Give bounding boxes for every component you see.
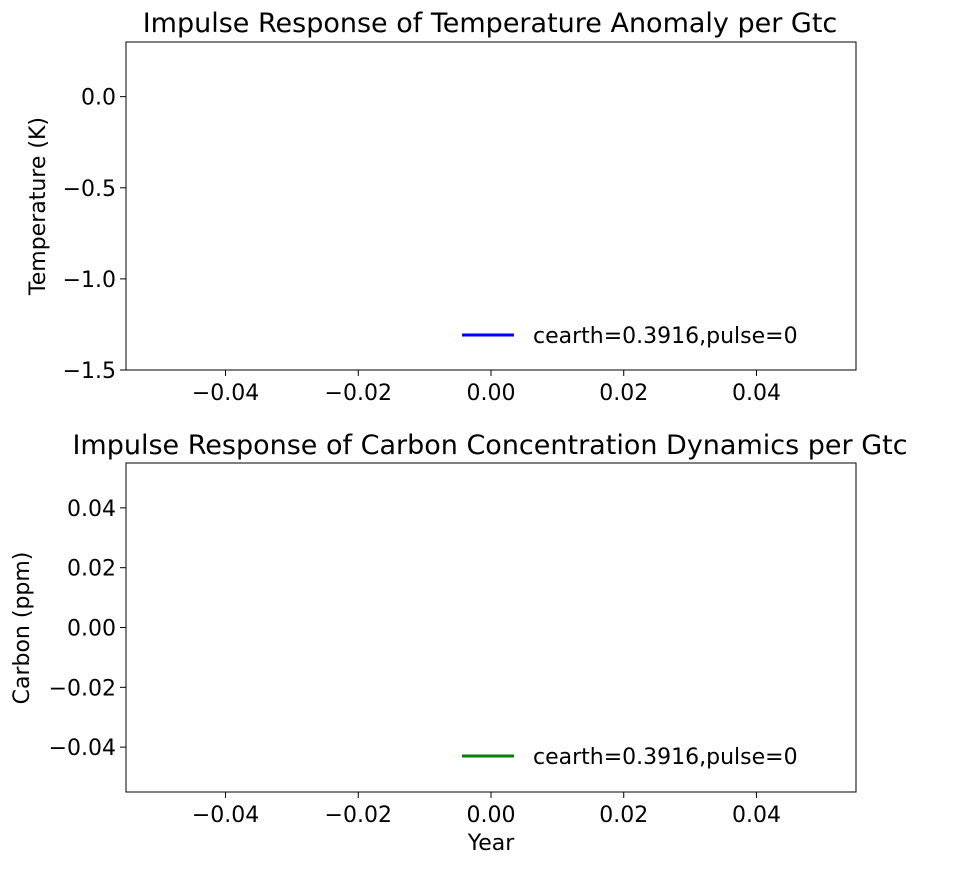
plot-area: [125, 41, 857, 371]
x-tick-label: 0.00: [467, 803, 516, 828]
x-axis-ticks: −0.04 −0.02 0.00 0.02 0.04: [192, 370, 781, 406]
x-tick-label: 0.02: [599, 803, 648, 828]
carbon-subplot: Impulse Response of Carbon Concentration…: [10, 430, 908, 856]
y-tick-label: −0.5: [63, 177, 116, 202]
x-tick-label: −0.02: [325, 381, 392, 406]
x-tick-label: 0.04: [732, 381, 781, 406]
x-tick-label: 0.02: [599, 381, 648, 406]
y-tick-label: 0.04: [67, 497, 116, 522]
x-tick-label: 0.04: [732, 803, 781, 828]
legend: cearth=0.3916,pulse=0: [462, 745, 798, 770]
y-axis-ticks: 0.0 −0.5 −1.0 −1.5: [63, 86, 126, 384]
legend: cearth=0.3916,pulse=0: [462, 324, 798, 349]
y-tick-label: 0.02: [67, 557, 116, 582]
x-axis-ticks: −0.04 −0.02 0.00 0.02 0.04: [192, 792, 781, 828]
legend-label: cearth=0.3916,pulse=0: [533, 745, 798, 770]
x-tick-label: −0.02: [325, 803, 392, 828]
y-tick-label: −0.02: [49, 676, 116, 701]
y-tick-label: −1.5: [63, 359, 116, 384]
y-axis-label: Carbon (ppm): [10, 552, 35, 705]
plot-area: [125, 462, 857, 793]
y-tick-label: 0.00: [67, 617, 116, 642]
y-axis-label: Temperature (K): [26, 117, 51, 296]
y-tick-label: 0.0: [81, 86, 116, 111]
x-tick-label: 0.00: [467, 381, 516, 406]
chart-title: Impulse Response of Temperature Anomaly …: [143, 8, 838, 39]
legend-label: cearth=0.3916,pulse=0: [533, 324, 798, 349]
temperature-subplot: Impulse Response of Temperature Anomaly …: [26, 8, 857, 406]
x-tick-label: −0.04: [192, 381, 259, 406]
x-tick-label: −0.04: [192, 803, 259, 828]
y-tick-label: −0.04: [49, 736, 116, 761]
y-tick-label: −1.0: [63, 268, 116, 293]
x-axis-label: Year: [467, 831, 516, 856]
chart-title: Impulse Response of Carbon Concentration…: [72, 430, 907, 461]
y-axis-ticks: 0.04 0.02 0.00 −0.02 −0.04: [49, 497, 126, 761]
